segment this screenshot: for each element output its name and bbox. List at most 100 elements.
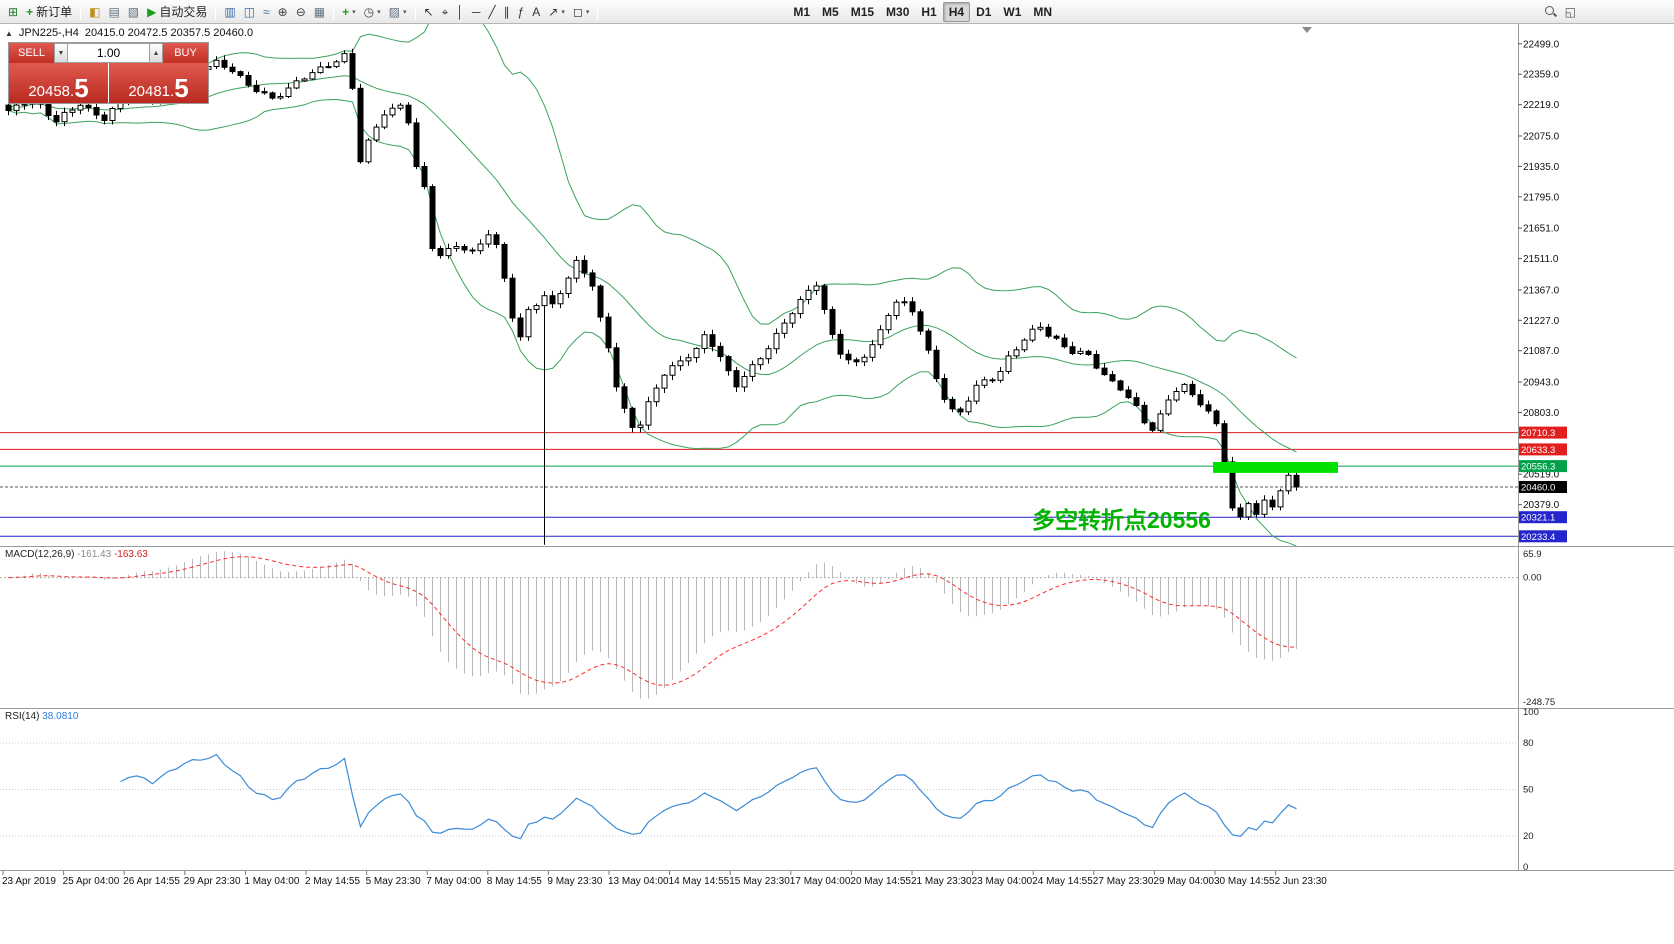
zoom-in-button[interactable]: ⊕ [274, 2, 292, 22]
timeframe-h4-button[interactable]: H4 [942, 1, 971, 22]
autotrading-label: 自动交易 [159, 5, 208, 19]
rsi-name: RSI(14) [5, 711, 40, 722]
volume-input[interactable] [68, 43, 149, 63]
timeframe-m30-button[interactable]: M30 [880, 2, 915, 22]
svg-text:65.9: 65.9 [1523, 549, 1542, 560]
sell-price-point: . [70, 83, 75, 100]
buy-price-fraction: 5 [174, 73, 189, 104]
svg-text:29 May 04:00: 29 May 04:00 [1153, 876, 1214, 887]
timeframe-h1-button[interactable]: H1 [915, 2, 942, 22]
fibonacci-icon: ƒ [517, 4, 525, 19]
svg-text:21795.0: 21795.0 [1523, 192, 1560, 203]
highlight-rectangle[interactable] [1213, 462, 1338, 473]
new-chart-icon: ⊞ [8, 4, 19, 19]
toolbar-separator [333, 3, 335, 20]
svg-text:22219.0: 22219.0 [1523, 100, 1560, 111]
tile-windows-icon: ▦ [313, 4, 326, 19]
svg-text:22499.0: 22499.0 [1523, 39, 1560, 50]
vertical-line-button[interactable]: │ [452, 2, 468, 22]
svg-text:20943.0: 20943.0 [1523, 378, 1560, 389]
new-order-button[interactable]: + 新订单 [22, 2, 76, 22]
chart-shift-marker[interactable] [1302, 27, 1312, 33]
panel-group: ◧ ▤ ▧ ▶ 自动交易 [85, 2, 211, 22]
shapes-icon: ◻ [572, 4, 583, 19]
sell-button[interactable]: SELL [9, 43, 54, 63]
data-window-button[interactable]: ▤ [104, 2, 123, 22]
svg-text:0.00: 0.00 [1523, 573, 1542, 584]
zoom-out-button[interactable]: ⊖ [292, 2, 310, 22]
timeframe-m15-label: M15 [850, 4, 875, 19]
time-axis[interactable]: 23 Apr 2019 25 Apr 04:00 26 Apr 14:55 29 Ap… [2, 871, 1327, 887]
fibonacci-button[interactable]: ƒ [514, 2, 529, 22]
oneclick-collapse-icon[interactable]: ▲ [5, 28, 13, 38]
bar-chart-button[interactable]: ▥ [220, 2, 239, 22]
chart-symbol-line: ▲ JPN225-,H4 20415.0 20472.5 20357.5 204… [5, 27, 253, 39]
candlestick-chart-button[interactable]: ◫ [240, 2, 259, 22]
timeframe-m1-button[interactable]: M1 [787, 2, 816, 22]
sell-price[interactable]: 20458. 5 [9, 63, 108, 103]
svg-text:21087.0: 21087.0 [1523, 346, 1560, 357]
macd-label: MACD(12,26,9) -161.43 -163.63 [5, 549, 148, 560]
line-chart-button[interactable]: ≈ [259, 2, 274, 22]
symbol-name: JPN225-,H4 [18, 27, 79, 39]
data-window-icon: ▤ [108, 4, 120, 19]
timeframe-m1-label: M1 [793, 4, 811, 19]
svg-text:22075.0: 22075.0 [1523, 132, 1560, 143]
svg-text:20 May 14:55: 20 May 14:55 [850, 876, 911, 887]
cursor-button[interactable]: ↖ [420, 2, 438, 22]
level-price-label [1519, 481, 1567, 493]
horizontal-line-button[interactable]: ─ [468, 2, 485, 22]
periods-button[interactable]: ◷ ▾ [360, 2, 385, 22]
navigator-button[interactable]: ▧ [124, 2, 143, 22]
timeframe-mn-button[interactable]: MN [1027, 2, 1058, 22]
svg-text:20803.0: 20803.0 [1523, 408, 1560, 419]
buy-button[interactable]: BUY [163, 43, 208, 63]
main-chart-panel[interactable] [0, 2, 1518, 546]
indicators-icon: + [342, 4, 350, 19]
volume-increase-button[interactable]: ▲ [149, 43, 163, 63]
new-chart-button[interactable]: ⊞ [4, 2, 22, 22]
volume-decrease-button[interactable]: ▼ [54, 43, 68, 63]
svg-text:27 May 23:30: 27 May 23:30 [1093, 876, 1154, 887]
svg-text:20556.3: 20556.3 [1521, 462, 1555, 473]
one-click-trading-panel: SELL ▼ ▲ BUY 20458.5 20481.5 [8, 42, 209, 104]
candlestick-chart-icon: ◫ [243, 4, 256, 19]
symbol-ohlc: 20415.0 20472.5 20357.5 20460.0 [84, 27, 254, 39]
navigator-icon: ▧ [127, 4, 140, 19]
shapes-button[interactable]: ◻ ▾ [569, 2, 593, 22]
file-group: ⊞ + 新订单 [4, 2, 76, 22]
zoom-out-icon: ⊖ [295, 4, 306, 19]
tile-windows-button[interactable]: ▦ [310, 2, 329, 22]
svg-text:23 May 04:00: 23 May 04:00 [972, 876, 1033, 887]
buy-price[interactable]: 20481. 5 [109, 63, 208, 103]
timeframe-m5-button[interactable]: M5 [816, 2, 845, 22]
buy-price-main: 20481 [128, 83, 171, 100]
trendline-button[interactable]: ╱ [484, 2, 499, 22]
macd-panel[interactable] [0, 551, 1518, 699]
text-button[interactable]: A [528, 2, 544, 22]
autotrading-button[interactable]: ▶ 自动交易 [143, 2, 211, 22]
indicators-button[interactable]: + ▾ [338, 2, 360, 22]
price-axis[interactable]: 22499.0 22359.0 22219.0 22075.0 21935.0 21795… [1518, 39, 1567, 873]
timeframe-d1-button[interactable]: D1 [970, 2, 997, 22]
chevron-down-icon: ▾ [585, 8, 590, 16]
chevron-down-icon: ▾ [377, 8, 381, 16]
svg-text:5 May 23:30: 5 May 23:30 [366, 876, 421, 887]
rsi-panel[interactable] [0, 742, 1518, 840]
timeframe-m15-button[interactable]: M15 [845, 2, 880, 22]
crosshair-button[interactable]: ⌖ [438, 2, 453, 22]
market-watch-button[interactable]: ◧ [85, 2, 104, 22]
svg-text:20379.0: 20379.0 [1523, 500, 1560, 511]
timeframe-w1-button[interactable]: W1 [997, 2, 1027, 22]
arrows-button[interactable]: ↗ ▾ [544, 2, 569, 22]
templates-button[interactable]: ▨ ▾ [385, 2, 411, 22]
search-icon [1544, 5, 1557, 18]
channel-button[interactable]: ∥ [500, 2, 514, 22]
search-button[interactable] [1540, 2, 1561, 22]
line-chart-icon: ≈ [263, 4, 270, 19]
layout-button[interactable]: ◱ [1561, 2, 1580, 22]
chevron-down-icon: ▾ [561, 8, 565, 16]
layout-icon: ◱ [1564, 4, 1576, 19]
